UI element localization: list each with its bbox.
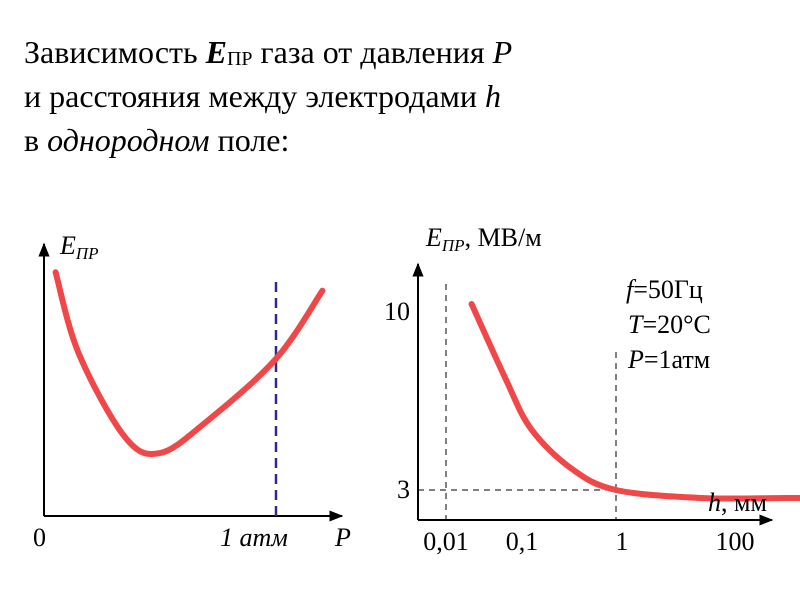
title-line-1: Зависимость EПР газа от давления P [24,34,513,70]
legend-line-t: T=20°C [628,310,711,339]
legend-line-f: f=50Гц [626,275,703,304]
right-x-tick-1: 1 [616,527,629,556]
right-x-label: h, мм [708,488,767,517]
right-x-tick-001: 0,01 [423,527,469,556]
right-y-tick-3: 3 [397,475,410,504]
page-title: Зависимость EПР газа от давления P и рас… [24,30,512,162]
title-line-3: в однородном поле: [24,122,290,158]
right-series-curve [468,301,800,502]
right-y-label: EПР, МВ/м [425,223,542,255]
left-series-curve [52,269,326,458]
title-line-2: и расстояния между электродами h [24,78,501,114]
left-x-label: P [334,523,351,552]
left-y-label: EПР [59,231,99,263]
right-x-tick-01: 0,1 [506,527,539,556]
right-x-tick-100: 100 [716,527,755,556]
left-origin-label: 0 [33,523,46,552]
right-chart: EПР, МВ/м 10 3 0,01 0,1 1 100 h, мм f=50… [384,223,800,556]
legend-line-p: P=1атм [627,345,710,374]
left-x-tick-1atm: 1 атм [220,523,288,552]
left-chart: EПР 0 1 атм P [33,231,351,552]
right-y-tick-10: 10 [384,297,410,326]
